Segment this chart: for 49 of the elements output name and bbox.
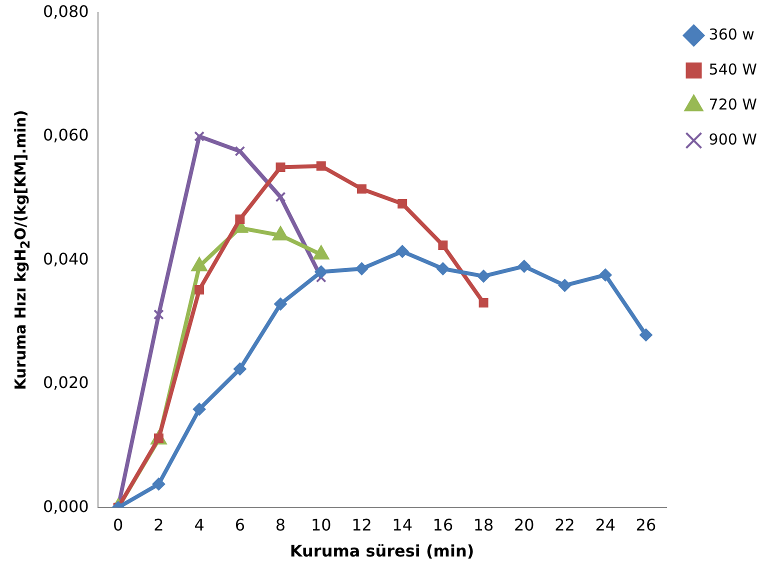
- point: [518, 260, 531, 273]
- y-tick-label: 0,020: [42, 373, 89, 392]
- point: [598, 268, 612, 282]
- point: [477, 270, 490, 283]
- legend-label: 900 W: [708, 130, 758, 148]
- point: [152, 478, 166, 491]
- point: [194, 285, 204, 295]
- point: [396, 244, 409, 258]
- point: [275, 192, 286, 202]
- x-tick-label: 26: [636, 515, 656, 534]
- point: [235, 214, 245, 224]
- point: [276, 162, 286, 172]
- x-tick-label: 22: [554, 515, 575, 534]
- x-tick-label: 2: [154, 515, 164, 534]
- point: [438, 240, 448, 250]
- point: [194, 131, 205, 142]
- point: [234, 146, 246, 156]
- point: [436, 262, 450, 276]
- legend-label: 360 w: [708, 25, 754, 44]
- x-tick-label: 18: [473, 515, 494, 534]
- y-tick-label: 0,080: [42, 2, 89, 21]
- x-tick-label: 0: [113, 515, 124, 534]
- x-tick-label: 4: [194, 515, 204, 534]
- x-tick-label: 10: [310, 515, 332, 534]
- y-tick-label: 0,000: [42, 496, 89, 516]
- point: [355, 262, 368, 276]
- point: [356, 184, 366, 194]
- legend-label: 540 W: [708, 60, 758, 78]
- x-tick-label: 6: [234, 515, 246, 534]
- point: [233, 362, 246, 376]
- point: [558, 278, 572, 292]
- point: [478, 298, 488, 308]
- legend-label: 720 W: [708, 95, 758, 114]
- point: [153, 309, 164, 320]
- x-axis-title: Kuruma süresi (min): [290, 542, 474, 561]
- x-tick-label: 24: [595, 515, 616, 534]
- x-tick-label: 8: [275, 515, 286, 534]
- point: [314, 265, 328, 278]
- point: [274, 298, 288, 311]
- x-tick-label: 16: [432, 515, 454, 534]
- y-tick-label: 0,040: [42, 249, 89, 268]
- x-tick-label: 20: [514, 515, 534, 534]
- y-tick-label: 0,060: [42, 126, 89, 145]
- x-tick-label: 14: [392, 515, 413, 534]
- point: [192, 402, 206, 416]
- x-tick-label: 12: [352, 515, 372, 534]
- point: [639, 328, 652, 342]
- point: [316, 161, 326, 171]
- point: [398, 199, 408, 209]
